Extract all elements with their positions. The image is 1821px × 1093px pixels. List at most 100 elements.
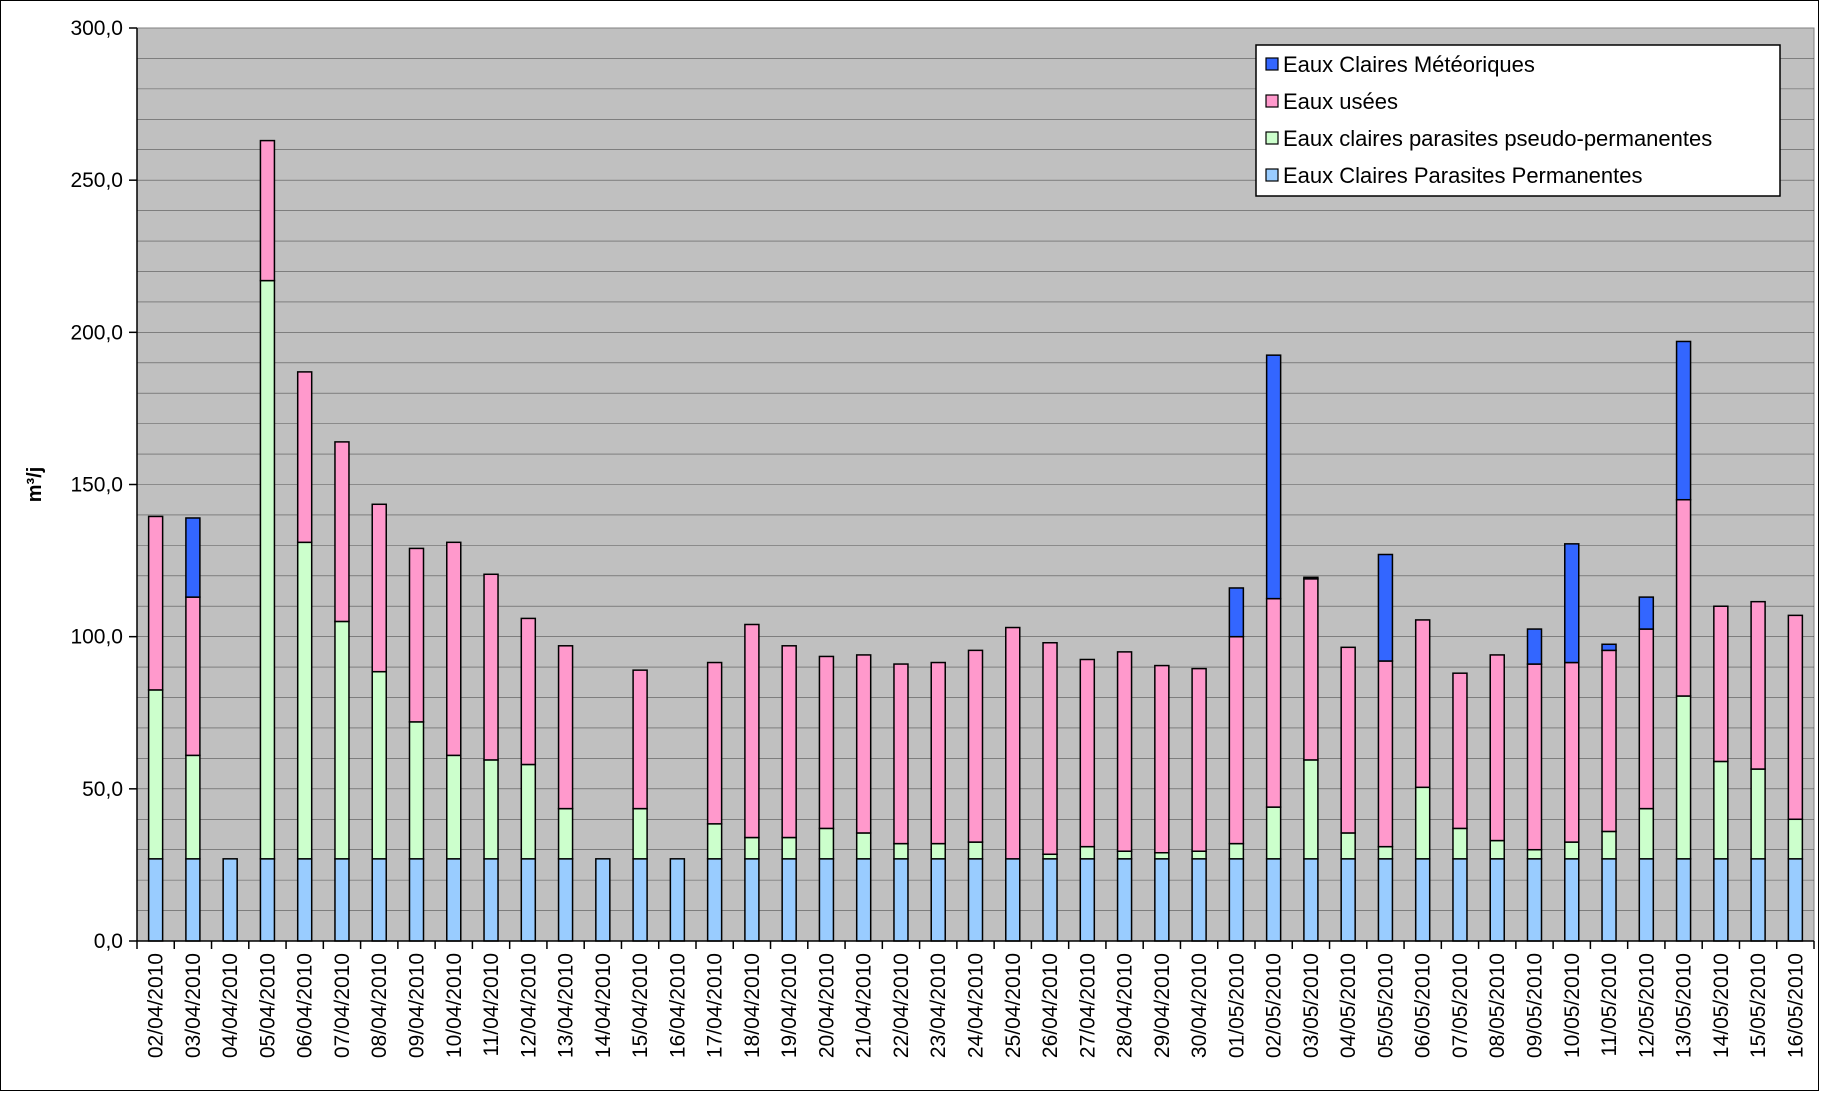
bar-segment [706, 661, 723, 825]
bar-segment [1564, 841, 1580, 860]
y-axis-label: m³/j [24, 467, 46, 503]
bar-segment [1750, 600, 1766, 770]
bar-segment [706, 858, 723, 942]
x-tick-label: 13/05/2010 [1673, 953, 1696, 1058]
bar-segment [930, 842, 946, 860]
bar-segment [520, 858, 537, 942]
bar-segment [1154, 858, 1170, 942]
bar-segment [1042, 642, 1058, 856]
bar-segment [967, 858, 984, 942]
bar-segment [1154, 664, 1170, 854]
legend-label: Eaux Claires Météoriques [1283, 52, 1535, 77]
x-tick-label: 12/04/2010 [517, 953, 540, 1058]
bar-segment [1601, 643, 1617, 652]
bar-segment [1601, 649, 1617, 833]
bar-segment [632, 669, 648, 810]
bar-segment [1191, 858, 1207, 942]
bar-segment [1638, 807, 1655, 860]
bar-segment [296, 541, 313, 860]
bar-segment [1675, 695, 1692, 860]
x-tick-label: 14/05/2010 [1710, 953, 1733, 1058]
bar-segment [147, 515, 164, 691]
bar-segment [557, 807, 574, 860]
legend-swatch [1265, 131, 1279, 145]
bar-segment [185, 517, 201, 598]
bar-segment [1526, 848, 1543, 860]
legend-swatch [1265, 94, 1279, 108]
bar-segment [1526, 628, 1543, 665]
bar-segment [1228, 587, 1245, 638]
bar-segment [1377, 845, 1394, 860]
bar-segment [595, 858, 611, 942]
bar-segment [1713, 760, 1729, 860]
bar-segment [930, 858, 946, 942]
x-tick-label: 10/05/2010 [1561, 953, 1584, 1058]
x-tick-label: 24/04/2010 [965, 953, 988, 1058]
x-tick-label: 07/05/2010 [1449, 953, 1472, 1058]
legend-swatch [1265, 57, 1279, 71]
legend-label: Eaux usées [1283, 89, 1398, 114]
bar-segment [1452, 672, 1468, 830]
y-tick-label: 50,0 [82, 778, 123, 801]
y-tick-label: 100,0 [70, 626, 123, 649]
x-tick-label: 01/05/2010 [1225, 953, 1248, 1058]
bar-segment [185, 858, 201, 942]
bar-segment [1303, 578, 1319, 761]
bar-segment [557, 645, 574, 810]
legend-label: Eaux Claires Parasites Permanentes [1283, 163, 1643, 188]
bar-segment [1265, 858, 1282, 942]
x-tick-label: 07/04/2010 [331, 953, 354, 1058]
y-tick-label: 300,0 [70, 17, 123, 40]
bar-segment [1675, 340, 1692, 501]
bar-segment [520, 617, 537, 766]
x-tick-label: 13/04/2010 [555, 953, 578, 1058]
bar-segment [855, 832, 872, 860]
bar-segment [259, 279, 276, 860]
y-tick-label: 200,0 [70, 321, 123, 344]
bar-segment [1303, 858, 1319, 942]
x-tick-label: 16/05/2010 [1784, 953, 1807, 1058]
x-tick-label: 02/04/2010 [145, 953, 168, 1058]
x-tick-label: 03/04/2010 [182, 953, 205, 1058]
bar-segment [1042, 858, 1058, 942]
bar-segment [1564, 543, 1580, 664]
bar-segment [1265, 354, 1282, 600]
bar-segment [1414, 786, 1431, 860]
bar-segment [744, 623, 760, 839]
bar-segment [1116, 651, 1133, 852]
bar-segment [1303, 759, 1319, 860]
bar-segment [855, 654, 872, 834]
x-tick-label: 11/04/2010 [480, 953, 503, 1057]
bar-segment [1377, 553, 1394, 662]
x-tick-label: 05/05/2010 [1374, 953, 1397, 1058]
bar-segment [1377, 660, 1394, 848]
bar-segment [1005, 858, 1021, 942]
bar-segment [296, 371, 313, 544]
bar-segment [1675, 498, 1692, 697]
bar-segment [1452, 827, 1468, 860]
bar-segment [1154, 851, 1170, 860]
bar-segment [1340, 858, 1356, 942]
bar-segment [1564, 858, 1580, 942]
bar-segment [334, 858, 350, 942]
bar-segment [1414, 858, 1431, 942]
bar-segment [781, 858, 797, 942]
bar-segment [818, 827, 835, 860]
x-tick-label: 17/04/2010 [704, 953, 727, 1058]
bar-segment [446, 858, 462, 942]
x-tick-label: 25/04/2010 [1002, 953, 1025, 1058]
bar-segment [744, 836, 760, 860]
x-tick-label: 23/04/2010 [927, 953, 950, 1058]
x-tick-label: 11/05/2010 [1598, 953, 1621, 1057]
bar-segment [1005, 626, 1021, 860]
bar-segment [1638, 596, 1655, 630]
bar-segment [1340, 646, 1356, 834]
x-tick-label: 10/04/2010 [443, 953, 466, 1058]
x-tick-label: 26/04/2010 [1039, 953, 1062, 1058]
bar-segment [1787, 818, 1804, 860]
bar-segment [185, 596, 201, 757]
bar-segment [520, 763, 537, 860]
x-tick-label: 22/04/2010 [890, 953, 913, 1058]
